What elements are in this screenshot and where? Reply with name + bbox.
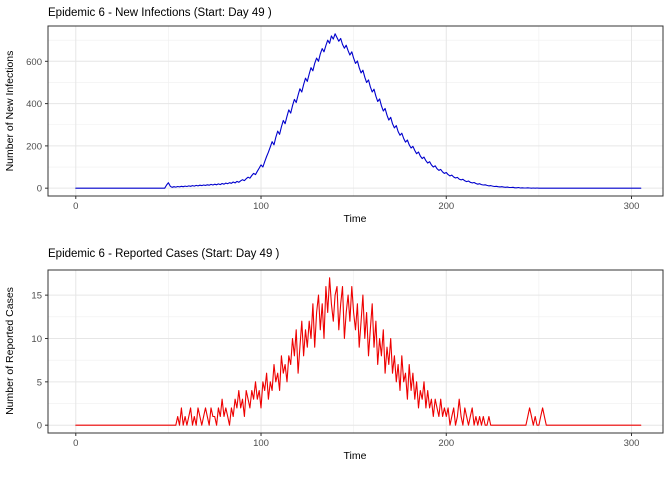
y-tick-label: 600 <box>26 57 42 68</box>
x-tick-label: 300 <box>624 201 640 212</box>
plot-title: Epidemic 6 - New Infections (Start: Day … <box>48 7 272 19</box>
y-tick-label: 200 <box>26 141 42 152</box>
x-tick-label: 0 <box>73 201 78 212</box>
y-axis-title: Number of Reported Cases <box>4 287 16 415</box>
plot-title: Epidemic 6 - Reported Cases (Start: Day … <box>48 248 280 260</box>
y-tick-label: 10 <box>31 334 42 345</box>
new-infections-plot-area: 0 100 200 300 0 200 400 600 <box>26 25 664 212</box>
x-axis-title: Time <box>344 450 367 462</box>
new-infections-chart: 0 100 200 300 0 200 400 600 Epidemic 6 - New In… <box>4 7 664 225</box>
y-tick-label: 0 <box>37 184 42 195</box>
x-tick-label: 100 <box>253 438 269 449</box>
panel-border <box>47 269 664 434</box>
reported-cases-plot-area: 0 100 200 300 0 5 10 15 <box>31 269 664 449</box>
y-tick-label: 5 <box>37 377 42 388</box>
x-axis-title: Time <box>344 213 367 225</box>
new-infections-plot-canvas: 0 100 200 300 0 200 400 600 Epidemic 6 - New In… <box>4 7 664 225</box>
x-tick-label: 0 <box>73 438 78 449</box>
x-tick-label: 200 <box>438 438 454 449</box>
y-axis-title: Number of New Infections <box>4 51 16 172</box>
x-tick-label: 300 <box>624 438 640 449</box>
x-tick-label: 100 <box>253 201 269 212</box>
panel-border <box>47 25 664 197</box>
reported-cases-line <box>75 277 642 426</box>
reported-cases-chart: 0 100 200 300 0 5 10 15 Epidemic 6 - Reported C… <box>0 240 672 480</box>
reported-cases-plot-canvas: 0 100 200 300 0 5 10 15 Epidemic 6 - Reported C… <box>4 248 664 462</box>
y-tick-label: 0 <box>37 421 42 432</box>
x-tick-label: 200 <box>438 201 454 212</box>
new-infections-line <box>75 33 642 189</box>
y-tick-label: 15 <box>31 291 42 302</box>
y-tick-label: 400 <box>26 99 42 110</box>
